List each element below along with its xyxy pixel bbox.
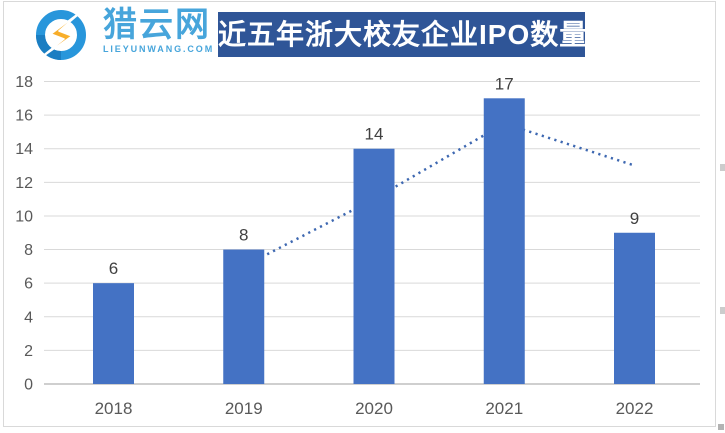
chart-title-banner: 近五年浙大校友企业IPO数量 — [218, 12, 587, 57]
y-tick-label: 2 — [24, 343, 33, 360]
y-tick-label: 4 — [24, 309, 33, 326]
corner-artifact-mark — [718, 424, 724, 430]
data-label-2019: 8 — [239, 226, 248, 245]
y-tick-label: 14 — [15, 141, 33, 158]
y-tick-label: 10 — [15, 208, 33, 225]
y-tick-label: 12 — [15, 175, 33, 192]
brand-name: 猎云网 — [103, 6, 211, 44]
lightning-bolt-icon — [34, 6, 88, 63]
x-tick-label-2021: 2021 — [485, 399, 523, 418]
edge-artifact-tick — [720, 307, 725, 314]
bar-2019 — [223, 249, 265, 384]
bar-2021 — [483, 98, 525, 385]
y-tick-label: 8 — [24, 242, 33, 259]
data-label-2021: 17 — [495, 74, 514, 93]
brand-block: 猎云网 LIEYUNWANG.COM — [103, 7, 223, 54]
lieyunwang-logo-icon — [34, 6, 88, 63]
y-tick-label: 18 — [15, 74, 33, 91]
x-tick-label-2020: 2020 — [355, 399, 393, 418]
y-tick-label: 16 — [15, 108, 33, 125]
x-tick-label-2022: 2022 — [616, 399, 654, 418]
trendline-dotted — [243, 122, 635, 268]
data-label-2018: 6 — [109, 259, 118, 278]
x-tick-label-2019: 2019 — [225, 399, 263, 418]
y-tick-label: 6 — [24, 276, 33, 293]
logo-ring-shade — [36, 34, 62, 60]
edge-artifact-tick — [720, 164, 725, 171]
brand-domain: LIEYUNWANG.COM — [103, 44, 215, 54]
x-tick-label-2018: 2018 — [95, 399, 133, 418]
bar-2020 — [353, 148, 395, 384]
data-label-2020: 14 — [365, 125, 384, 144]
data-label-2022: 9 — [630, 209, 639, 228]
bar-2018 — [93, 283, 134, 384]
y-tick-label: 0 — [24, 377, 33, 394]
bar-2022 — [614, 232, 655, 384]
